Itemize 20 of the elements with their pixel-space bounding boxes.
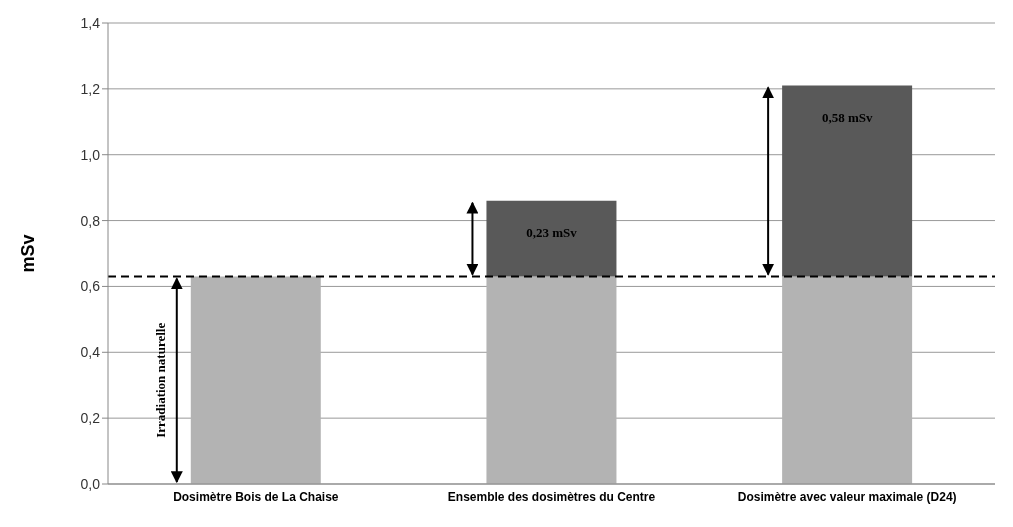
y-tick-label: 1,4 [80,14,101,31]
x-tick-label: Dosimètre Bois de La Chaise [173,489,339,504]
y-tick-label: 0,8 [80,212,101,229]
bar [782,276,913,484]
y-tick-label: 1,2 [80,80,101,97]
y-tick-label: 0,2 [80,410,101,427]
x-tick-label: Dosimètre avec valeur maximale (D24) [737,489,957,504]
y-tick-label: 0,6 [80,278,101,295]
bar [190,276,321,484]
bar [486,200,617,277]
data-label: 0,58 mSv [821,109,873,125]
y-tick-label: 1,0 [80,146,101,163]
bar [782,85,913,277]
y-tick-label: 0,0 [80,475,101,492]
y-tick-label: 0,4 [80,344,101,361]
y-axis-title: mSv [18,234,39,273]
annotation: Irradiation naturelle [152,322,168,438]
x-tick-label: Ensemble des dosimètres du Centre [447,489,656,504]
bar [486,276,617,484]
data-label: 0,23 mSv [526,224,578,240]
